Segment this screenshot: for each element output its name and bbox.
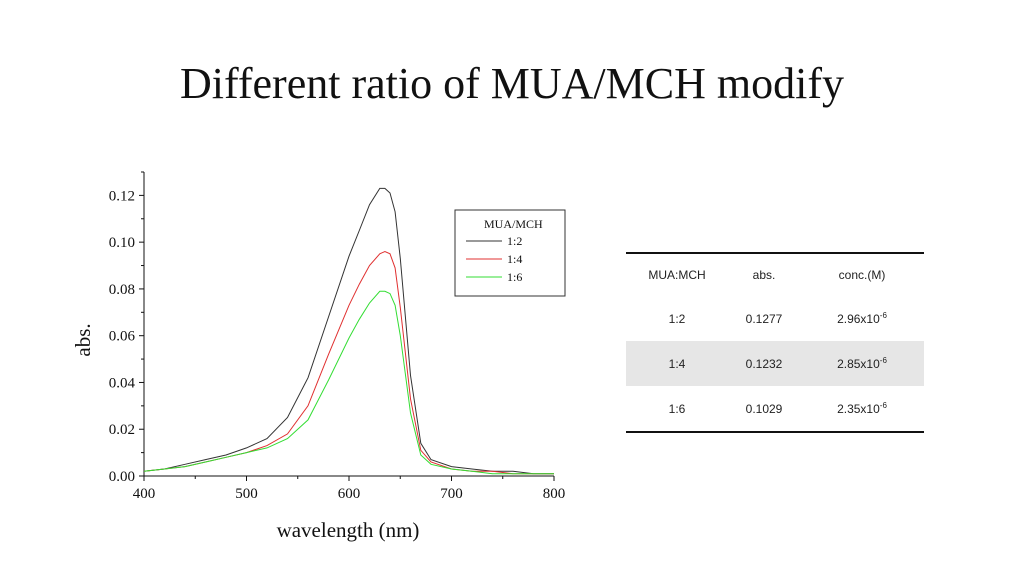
x-tick-label: 700 [440, 486, 463, 502]
table-row: 1:4 0.1232 2.85x10-6 [626, 341, 924, 386]
conc-base: 2.96x10 [837, 312, 880, 326]
cell-abs: 0.1029 [745, 401, 783, 416]
cell-conc: 2.96x10-6 [800, 296, 924, 341]
table-header-row: MUA:MCH abs. conc.(M) [626, 253, 924, 296]
y-tick-label: 0.10 [109, 235, 135, 251]
y-axis-label: abs. [71, 323, 95, 356]
y-tick-label: 0.12 [109, 188, 135, 204]
chart-legend: MUA/MCH 1:2 1:4 1:6 [454, 209, 566, 297]
x-tick-label: 800 [543, 486, 566, 502]
cell-abs: 0.1232 [728, 341, 800, 386]
conc-base: 2.35x10 [837, 402, 880, 416]
y-tick-label: 0.08 [109, 282, 135, 298]
y-tick-label: 0.02 [109, 422, 135, 438]
x-tick-label: 400 [133, 486, 156, 502]
legend-entry: 1:6 [507, 270, 522, 284]
conc-base: 2.85x10 [837, 357, 880, 371]
series-line-1-6 [143, 290, 554, 475]
y-tick-label: 0.00 [109, 469, 135, 485]
conc-exponent: -6 [879, 311, 887, 320]
series-line-1-2 [143, 187, 554, 475]
results-table: MUA:MCH abs. conc.(M) 1:2 0.1277 2.96x10… [626, 252, 924, 433]
table-row: 1:6 0.1029 2.35x10-6 [626, 386, 924, 432]
absorbance-chart: 400 500 600 700 800 0.00 0.02 0.04 0.06 0.08 0.10 0… [71, 171, 566, 542]
y-tick-label: 0.04 [109, 375, 136, 391]
header-abs: abs. [752, 268, 776, 282]
cell-ratio: 1:6 [668, 401, 686, 416]
x-axis-label: wavelength (nm) [277, 518, 420, 542]
cell-ratio: 1:2 [668, 311, 686, 326]
x-tick-label: 500 [235, 486, 258, 502]
legend-title: MUA/MCH [484, 217, 543, 231]
legend-entry: 1:4 [507, 252, 522, 266]
x-tick-label: 600 [338, 486, 361, 502]
chart-series [143, 187, 554, 475]
slide-title: Different ratio of MUA/MCH modify [180, 59, 844, 108]
cell-conc: 2.85x10-6 [800, 341, 924, 386]
conc-exponent: -6 [879, 401, 887, 410]
cell-conc: 2.35x10-6 [800, 386, 924, 432]
cell-ratio: 1:4 [626, 341, 728, 386]
ratio-table: MUA:MCH abs. conc.(M) 1:2 0.1277 2.96x10… [626, 252, 924, 433]
header-conc: conc.(M) [838, 268, 886, 282]
chart-ticks: 400 500 600 700 800 0.00 0.02 0.04 0.06 0.08 0.10 0… [109, 171, 566, 502]
legend-box [454, 209, 566, 297]
y-tick-label: 0.06 [109, 329, 136, 345]
table-row: 1:2 0.1277 2.96x10-6 [626, 296, 924, 341]
cell-abs: 0.1277 [745, 311, 783, 326]
legend-entry: 1:2 [507, 234, 522, 248]
header-ratio: MUA:MCH [648, 268, 706, 282]
conc-exponent: -6 [879, 356, 887, 365]
